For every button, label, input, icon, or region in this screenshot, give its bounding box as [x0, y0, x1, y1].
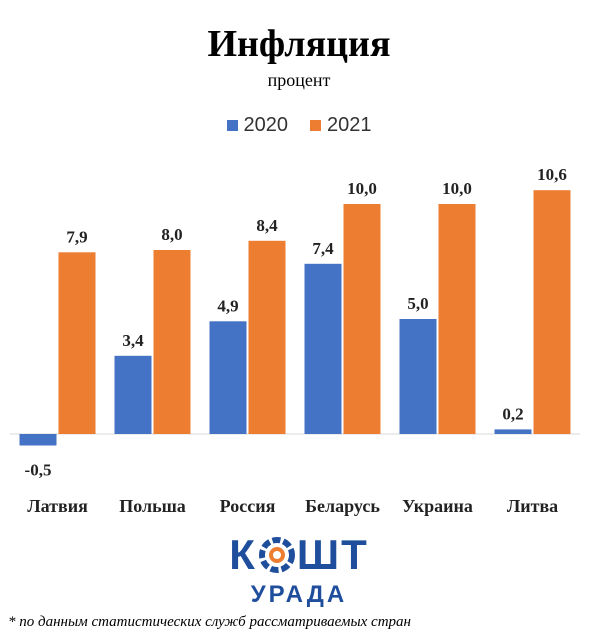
data-label-2021-5: 10,6 — [537, 165, 567, 184]
bar-2021-4 — [438, 204, 476, 434]
data-label-2020-3: 7,4 — [312, 239, 334, 258]
data-label-2021-4: 10,0 — [442, 179, 472, 198]
legend-label-2020: 2020 — [243, 114, 289, 136]
bar-2021-5 — [533, 190, 571, 434]
data-label-2021-2: 8,4 — [256, 216, 278, 235]
chart-subtitle: процент — [267, 70, 331, 90]
bar-2021-3 — [343, 204, 381, 434]
data-label-2020-2: 4,9 — [217, 296, 238, 315]
data-label-2020-4: 5,0 — [407, 294, 428, 313]
data-label-2021-0: 7,9 — [66, 227, 87, 246]
data-label-2021-1: 8,0 — [161, 225, 182, 244]
bar-2021-1 — [153, 250, 191, 434]
chart-title: Инфляция — [207, 23, 391, 65]
legend-item-2021: 2021 — [310, 114, 372, 137]
category-label-5: Литва — [507, 496, 558, 516]
logo-text-left: К — [229, 531, 257, 578]
bar-2020-0 — [19, 434, 57, 446]
bar-chart: -0,5 7,9 Латвия 3,4 8,0 Польша 4,9 8,4 Россия 7,4… — [10, 165, 580, 516]
category-label-0: Латвия — [27, 496, 88, 516]
data-label-2020-1: 3,4 — [122, 331, 144, 350]
bar-2020-1 — [114, 355, 152, 434]
logo-text-right: ШТ — [296, 531, 369, 578]
legend-item-2020: 2020 — [226, 114, 289, 137]
data-label-2021-3: 10,0 — [347, 179, 377, 198]
category-label-4: Украина — [402, 496, 473, 516]
chart-legend: 2020 2021 — [0, 114, 598, 137]
category-label-3: Беларусь — [305, 496, 380, 516]
legend-label-2021: 2021 — [327, 114, 372, 136]
legend-swatch-2021 — [310, 120, 321, 131]
legend-swatch-2020 — [226, 120, 238, 131]
bar-2020-5 — [494, 429, 532, 434]
bar-2021-0 — [58, 252, 96, 434]
logo-wordmark: К ШТ — [0, 533, 598, 577]
logo-subtitle: УРАДА — [250, 581, 348, 608]
bar-2020-2 — [209, 321, 247, 434]
category-label-2: Россия — [220, 496, 276, 516]
koshtu-urada-logo: К ШТ УРАДА — [0, 533, 598, 609]
bar-2020-3 — [304, 263, 342, 434]
category-label-1: Польша — [119, 496, 186, 516]
footnote: * по данным статистических служб рассмат… — [8, 614, 411, 630]
data-label-2020-5: 0,2 — [502, 404, 523, 423]
data-label-2020-0: -0,5 — [25, 461, 52, 480]
coin-icon — [258, 537, 295, 573]
bar-2020-4 — [399, 319, 437, 434]
bar-2021-2 — [248, 240, 286, 434]
